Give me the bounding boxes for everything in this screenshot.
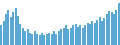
Bar [101,21,103,45]
Bar [91,21,93,45]
Bar [115,10,117,45]
Bar [17,16,19,45]
Bar [10,17,12,45]
Bar [43,35,45,45]
Bar [65,25,67,45]
Bar [12,12,14,45]
Bar [7,10,9,45]
Bar [3,21,5,45]
Bar [46,34,48,45]
Bar [70,28,72,45]
Bar [77,27,79,45]
Bar [75,24,77,45]
Bar [39,35,41,45]
Bar [58,31,60,45]
Bar [106,14,108,45]
Bar [99,17,101,45]
Bar [94,22,96,45]
Bar [27,29,29,45]
Bar [41,33,43,45]
Bar [22,28,24,45]
Bar [72,25,74,45]
Bar [36,34,38,45]
Bar [103,18,105,45]
Bar [53,31,55,45]
Bar [51,34,53,45]
Bar [24,31,26,45]
Bar [89,24,91,45]
Bar [19,24,21,45]
Bar [113,14,115,45]
Bar [79,25,81,45]
Bar [63,28,65,45]
Bar [84,25,86,45]
Bar [48,33,50,45]
Bar [118,3,120,45]
Bar [60,29,62,45]
Bar [108,11,110,45]
Bar [67,29,69,45]
Bar [87,22,89,45]
Bar [111,12,113,45]
Bar [31,34,33,45]
Bar [96,20,98,45]
Bar [0,25,2,45]
Bar [55,34,57,45]
Bar [34,31,36,45]
Bar [15,8,17,45]
Bar [5,14,7,45]
Bar [82,28,84,45]
Bar [29,33,31,45]
